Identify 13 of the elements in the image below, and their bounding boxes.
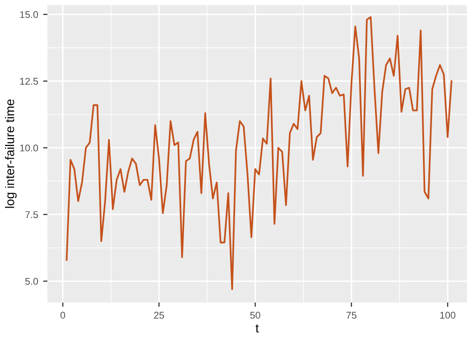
y-tick-label: 15.0 xyxy=(20,11,38,18)
x-tick-label: 25 xyxy=(154,312,164,319)
x-axis-title: t xyxy=(256,324,259,333)
x-tick-label: 0 xyxy=(60,312,66,319)
line-series xyxy=(66,16,452,290)
y-axis-title: log inter-failure time xyxy=(5,99,17,208)
y-tick-label: 10.0 xyxy=(20,144,38,152)
x-tick-label: 100 xyxy=(440,312,456,319)
x-tick-label: 50 xyxy=(250,312,260,319)
y-tick-label: 7.5 xyxy=(25,211,38,218)
x-tick-label: 75 xyxy=(346,312,356,319)
y-tick-label: 5.0 xyxy=(25,278,38,285)
y-tick-label: 12.5 xyxy=(20,78,38,85)
